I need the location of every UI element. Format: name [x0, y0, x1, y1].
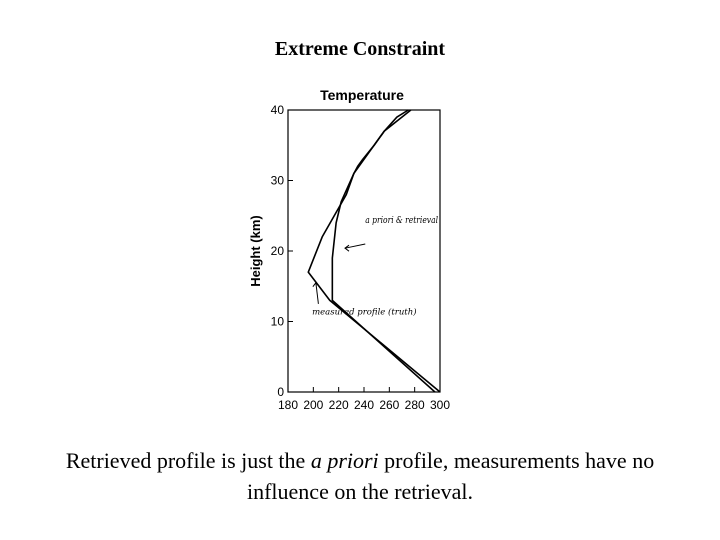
- series-line-1: [307, 109, 441, 393]
- temperature-profile-chart: Temperature Height (km) 180 200 220 240 260 2…: [248, 87, 451, 412]
- annotation-arrow-truth: [315, 282, 319, 304]
- slide-title: Extreme Constraint: [274, 38, 446, 60]
- slide-caption: Retrieved profile is just the a priori p…: [60, 445, 660, 507]
- axis-ticks: 180 200 220 240 260 280 300 0 10 20 30 40: [271, 103, 451, 412]
- annotation-arrowhead-truth: [312, 281, 320, 288]
- x-tick-label: 240: [354, 398, 374, 412]
- y-tick-label: 20: [271, 244, 285, 258]
- annotation-arrow-apriori: [344, 243, 366, 249]
- y-tick-label: 30: [271, 174, 285, 188]
- x-tick-label: 280: [405, 398, 425, 412]
- plot-frame: [287, 109, 441, 393]
- x-tick-label: 220: [329, 398, 349, 412]
- x-tick-label: 180: [278, 398, 298, 412]
- y-tick-label: 0: [277, 385, 284, 399]
- y-tick-label: 40: [271, 103, 285, 117]
- caption-text-start: Retrieved profile is just the: [65, 448, 311, 473]
- x-tick-label: 260: [379, 398, 399, 412]
- annotation-apriori-retrieval: a priori & retrieval: [365, 215, 438, 226]
- caption-emphasis: a priori: [310, 448, 379, 473]
- chart-title: Temperature: [320, 87, 404, 103]
- temperature-profile-figure: Temperature Height (km) 180 200 220 240 260 2…: [240, 80, 460, 420]
- profile-series: [307, 109, 441, 393]
- x-tick-label: 300: [430, 398, 450, 412]
- annotation-measured-truth: measured profile (truth): [312, 306, 416, 317]
- annotation-arrowhead-apriori: [344, 244, 350, 252]
- series-line-2: [331, 109, 436, 393]
- annotations: a priori & retrieval measured profile (tr…: [312, 215, 438, 318]
- caption-text-end: profile, measurements have no influence …: [246, 448, 655, 504]
- y-axis-label: Height (km): [248, 215, 263, 287]
- x-tick-label: 200: [303, 398, 323, 412]
- y-tick-label: 10: [271, 315, 285, 329]
